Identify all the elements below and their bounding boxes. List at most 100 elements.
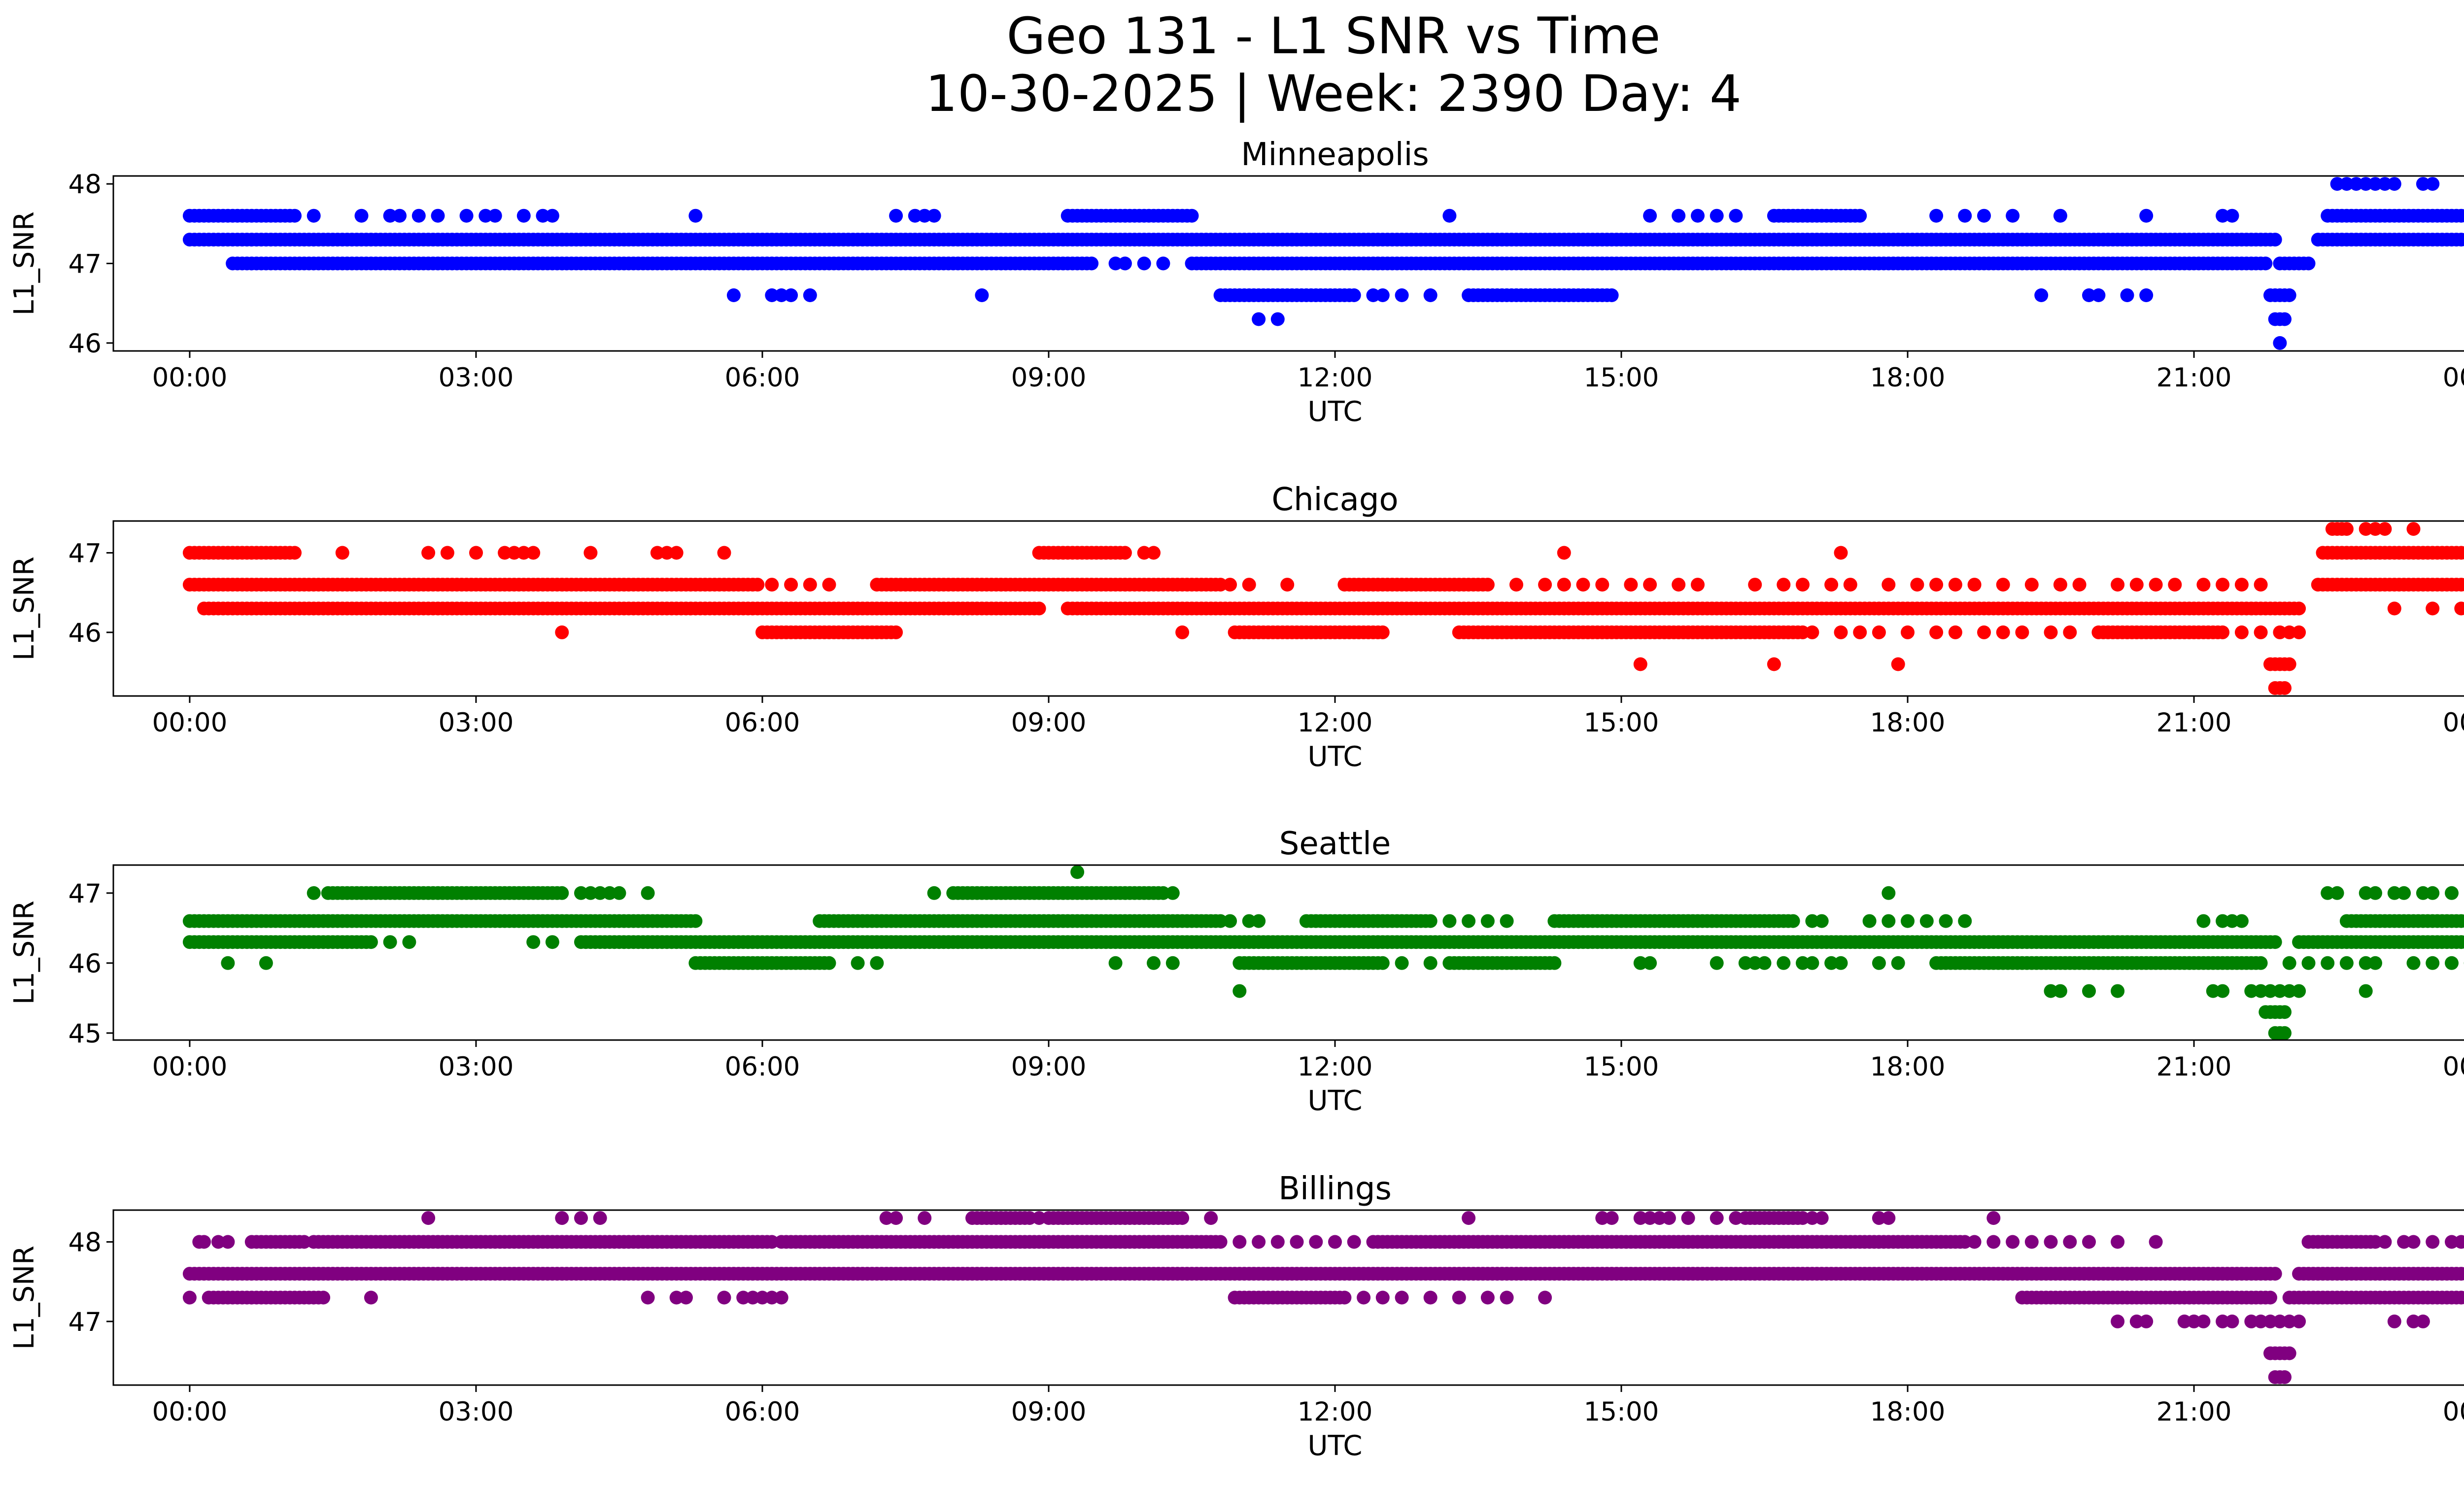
chicago-data-point — [1643, 578, 1657, 592]
chicago-data-point — [1929, 625, 1944, 639]
billings-data-point — [364, 1290, 378, 1305]
minneapolis-data-point — [2216, 209, 2230, 223]
figure-title-line2: 10-30-2025 | Week: 2390 Day: 4 — [925, 65, 1742, 123]
minneapolis-data-point — [2301, 256, 2316, 271]
seattle-data-point — [2234, 914, 2249, 928]
minneapolis-data-point — [688, 209, 703, 223]
seattle-data-point — [2359, 886, 2373, 900]
billings-data-point — [1252, 1235, 1266, 1249]
billings-data-point — [1652, 1211, 1667, 1225]
chicago-data-point — [2282, 625, 2296, 639]
billings-data-point — [2263, 1290, 2277, 1305]
seattle-xtick-label: 09:00 — [1011, 1052, 1087, 1082]
minneapolis-data-point — [765, 288, 779, 302]
chicago-data-point — [1767, 657, 1781, 671]
minneapolis-data-point — [1423, 288, 1437, 302]
minneapolis-data-point — [975, 288, 989, 302]
billings-data-point — [2139, 1314, 2154, 1328]
seattle-data-point — [1232, 984, 1247, 998]
billings-data-point — [1986, 1211, 2001, 1225]
minneapolis-panel: Minneapolis 00:00 03:00 06:00 09:00 12:00 15:0… — [8, 137, 2464, 428]
billings-data-point — [2426, 1235, 2440, 1249]
chicago-data-point — [1633, 657, 1647, 671]
seattle-data-point — [2206, 984, 2220, 998]
seattle-xtick-label: 03:00 — [439, 1052, 514, 1082]
seattle-data-point — [1786, 914, 1800, 928]
billings-ylabel: L1_SNR — [8, 1246, 40, 1350]
minneapolis-data-point — [2378, 177, 2392, 191]
billings-data-point — [2082, 1235, 2096, 1249]
minneapolis-data-point — [488, 209, 502, 223]
minneapolis-data-point — [1672, 209, 1686, 223]
billings-data-point — [1805, 1211, 1819, 1225]
chicago-data-point — [1118, 546, 1132, 560]
chicago-data-point — [2426, 601, 2440, 616]
chicago-data-point — [2015, 625, 2029, 639]
seattle-data-point — [2278, 1026, 2292, 1040]
seattle-data-point — [2426, 886, 2440, 900]
billings-panel: Billings 00:00 03:00 06:00 09:00 12:00 15:00 18… — [8, 1171, 2464, 1462]
seattle-data-point — [2278, 1005, 2292, 1019]
billings-data-point — [2024, 1235, 2039, 1249]
minneapolis-data-point — [2282, 288, 2296, 302]
minneapolis-data-point — [726, 288, 741, 302]
chicago-data-point — [2024, 578, 2039, 592]
billings-data-point — [2111, 1235, 2125, 1249]
seattle-data-point — [1882, 886, 1896, 900]
billings-data-point — [2149, 1235, 2163, 1249]
chicago-data-point — [1977, 625, 1991, 639]
chicago-title: Chicago — [1271, 482, 1398, 518]
billings-data-point — [1395, 1290, 1409, 1305]
billings-xtick-label: 00:00 — [2443, 1397, 2464, 1427]
chicago-data-point — [1137, 546, 1151, 560]
minneapolis-data-point — [411, 209, 426, 223]
billings-data-point — [774, 1290, 788, 1305]
minneapolis-data-point — [2368, 177, 2382, 191]
seattle-data-point — [307, 886, 321, 900]
billings-data-point — [1500, 1290, 1514, 1305]
seattle-data-point — [1748, 956, 1762, 970]
seattle-xlabel: UTC — [1307, 1085, 1362, 1117]
chicago-data-point — [2254, 625, 2268, 639]
chicago-xlabel: UTC — [1307, 741, 1362, 773]
billings-data-point — [669, 1290, 684, 1305]
billings-data-point — [1986, 1235, 2001, 1249]
seattle-data-point — [1805, 956, 1819, 970]
seattle-data-point — [1442, 914, 1457, 928]
minneapolis-points — [182, 177, 2464, 350]
seattle-data-point — [545, 935, 559, 949]
minneapolis-data-point — [2006, 209, 2020, 223]
chicago-data-point — [889, 625, 903, 639]
minneapolis-data-point — [2459, 233, 2464, 246]
seattle-data-point — [2263, 984, 2277, 998]
minneapolis-data-point — [2426, 177, 2440, 191]
chicago-data-point — [583, 546, 598, 560]
chicago-data-point — [2378, 522, 2392, 536]
billings-data-point — [879, 1211, 893, 1225]
seattle-data-point — [1070, 865, 1085, 879]
billings-title: Billings — [1278, 1171, 1392, 1207]
chicago-data-point — [803, 578, 817, 592]
seattle-data-point — [1643, 956, 1657, 970]
chicago-data-point — [1223, 578, 1237, 592]
chicago-data-point — [822, 578, 836, 592]
seattle-ytick-label: 46 — [68, 949, 102, 979]
chicago-data-point — [1691, 578, 1705, 592]
chicago-ytick-label: 47 — [68, 539, 102, 569]
billings-data-point — [1337, 1290, 1352, 1305]
minneapolis-data-point — [1085, 256, 1099, 271]
chicago-ylabel: L1_SNR — [8, 556, 40, 661]
billings-data-point — [1204, 1211, 1218, 1225]
seattle-data-point — [1480, 914, 1495, 928]
seattle-data-point — [583, 886, 598, 900]
minneapolis-data-point — [1395, 288, 1409, 302]
minneapolis-data-point — [1958, 209, 1972, 223]
chicago-data-point — [717, 546, 731, 560]
seattle-data-point — [383, 935, 397, 949]
minneapolis-data-point — [1252, 312, 1266, 326]
minneapolis-data-point — [516, 209, 531, 223]
billings-data-point — [1958, 1235, 1972, 1249]
billings-data-point — [1796, 1211, 1810, 1225]
seattle-data-point — [2111, 984, 2125, 998]
seattle-data-point — [593, 886, 607, 900]
